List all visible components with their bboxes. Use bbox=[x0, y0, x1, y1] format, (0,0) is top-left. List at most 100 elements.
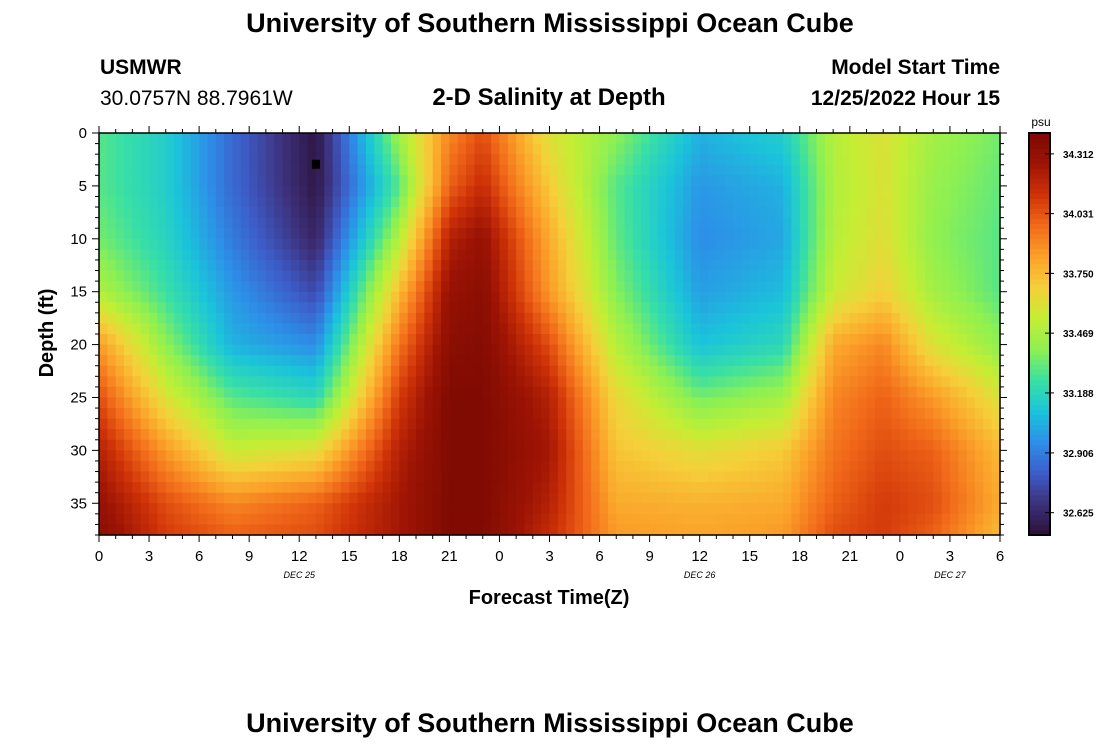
heatmap-cell bbox=[833, 312, 843, 325]
heatmap-cell bbox=[607, 164, 617, 176]
heatmap-cell bbox=[749, 249, 759, 261]
heatmap-cell bbox=[674, 238, 684, 250]
heatmap-cell bbox=[991, 492, 1001, 504]
heatmap-cell bbox=[599, 196, 609, 208]
heatmap-cell bbox=[140, 524, 150, 536]
heatmap-cell bbox=[190, 133, 200, 145]
heatmap-cell bbox=[924, 439, 934, 451]
heatmap-cell bbox=[365, 302, 375, 314]
heatmap-cell bbox=[99, 460, 108, 473]
heatmap-cell bbox=[866, 281, 876, 293]
heatmap-cell bbox=[390, 450, 400, 462]
heatmap-cell bbox=[207, 344, 217, 356]
heatmap-cell bbox=[607, 238, 617, 250]
heatmap-cell bbox=[949, 281, 959, 293]
heatmap-cell bbox=[332, 471, 342, 483]
heatmap-cell bbox=[591, 386, 601, 399]
heatmap-cell bbox=[374, 217, 384, 229]
heatmap-cell bbox=[274, 238, 284, 250]
colorbar-segment bbox=[1029, 359, 1050, 365]
heatmap-cell bbox=[908, 249, 918, 261]
heatmap-cell bbox=[607, 386, 617, 399]
heatmap-cell bbox=[124, 482, 133, 494]
heatmap-cell bbox=[290, 386, 300, 399]
heatmap-cell bbox=[682, 524, 692, 536]
heatmap-cell bbox=[557, 175, 567, 187]
heatmap-cell bbox=[315, 439, 325, 451]
heatmap-cell bbox=[441, 408, 450, 420]
heatmap-cell bbox=[357, 185, 367, 198]
heatmap-cell bbox=[474, 270, 484, 282]
heatmap-cell bbox=[407, 312, 417, 325]
heatmap-cell bbox=[816, 228, 826, 240]
heatmap-cell bbox=[482, 164, 492, 176]
heatmap-cell bbox=[482, 386, 492, 399]
heatmap-cell bbox=[215, 281, 225, 293]
heatmap-cell bbox=[849, 238, 859, 250]
heatmap-cell bbox=[324, 365, 334, 377]
heatmap-cell bbox=[532, 133, 542, 145]
heatmap-cell bbox=[766, 450, 776, 462]
heatmap-cell bbox=[874, 355, 884, 367]
heatmap-cell bbox=[699, 291, 709, 303]
heatmap-cell bbox=[390, 429, 400, 441]
heatmap-cell bbox=[674, 355, 684, 367]
heatmap-cell bbox=[474, 302, 484, 314]
heatmap-cell bbox=[407, 408, 417, 420]
heatmap-cell bbox=[841, 270, 851, 282]
heatmap-cell bbox=[958, 238, 968, 250]
heatmap-cell bbox=[274, 312, 284, 325]
heatmap-cell bbox=[749, 259, 759, 272]
heatmap-cell bbox=[432, 355, 442, 367]
heatmap-cell bbox=[657, 154, 667, 166]
heatmap-cell bbox=[524, 228, 534, 240]
heatmap-cell bbox=[457, 238, 467, 250]
heatmap-cell bbox=[924, 450, 934, 462]
heatmap-cell bbox=[674, 429, 684, 441]
heatmap-cell bbox=[933, 524, 943, 536]
heatmap-cell bbox=[682, 270, 692, 282]
heatmap-cell bbox=[541, 386, 551, 399]
heatmap-cell bbox=[758, 450, 767, 462]
y-axis-label: Depth (ft) bbox=[36, 289, 58, 378]
heatmap-cell bbox=[574, 386, 584, 399]
heatmap-cell bbox=[716, 492, 726, 504]
heatmap-cell bbox=[599, 323, 609, 335]
heatmap-cell bbox=[974, 429, 984, 441]
heatmap-cell bbox=[958, 302, 968, 314]
heatmap-cell bbox=[541, 312, 551, 325]
heatmap-cell bbox=[107, 302, 117, 314]
heatmap-cell bbox=[332, 249, 342, 261]
heatmap-cell bbox=[933, 355, 943, 367]
colorbar-segment bbox=[1029, 469, 1050, 476]
heatmap-cell bbox=[849, 312, 859, 325]
heatmap-cell bbox=[991, 513, 1001, 526]
heatmap-cell bbox=[858, 439, 868, 451]
heatmap-cell bbox=[991, 154, 1001, 166]
heatmap-cell bbox=[165, 386, 175, 399]
heatmap-cell bbox=[916, 439, 926, 451]
heatmap-cell bbox=[991, 482, 1001, 494]
heatmap-cell bbox=[741, 249, 751, 261]
heatmap-cell bbox=[349, 397, 359, 409]
colorbar-segment bbox=[1029, 479, 1050, 486]
heatmap-cell bbox=[758, 397, 767, 409]
heatmap-cell bbox=[874, 460, 884, 473]
x-tick-label: 21 bbox=[841, 548, 858, 565]
heatmap-cell bbox=[632, 323, 642, 335]
heatmap-cell bbox=[232, 164, 242, 176]
heatmap-cell bbox=[941, 513, 951, 526]
heatmap-cell bbox=[758, 408, 767, 420]
heatmap-cell bbox=[657, 312, 667, 325]
heatmap-cell bbox=[249, 418, 259, 430]
heatmap-cell bbox=[182, 207, 192, 219]
heatmap-cell bbox=[682, 175, 692, 187]
heatmap-cell bbox=[858, 154, 868, 166]
heatmap-cell bbox=[724, 175, 734, 187]
heatmap-cell bbox=[549, 365, 559, 377]
heatmap-cell bbox=[983, 408, 993, 420]
heatmap-cell bbox=[974, 228, 984, 240]
heatmap-cell bbox=[991, 143, 1001, 155]
heatmap-cell bbox=[958, 429, 968, 441]
heatmap-cell bbox=[324, 397, 334, 409]
